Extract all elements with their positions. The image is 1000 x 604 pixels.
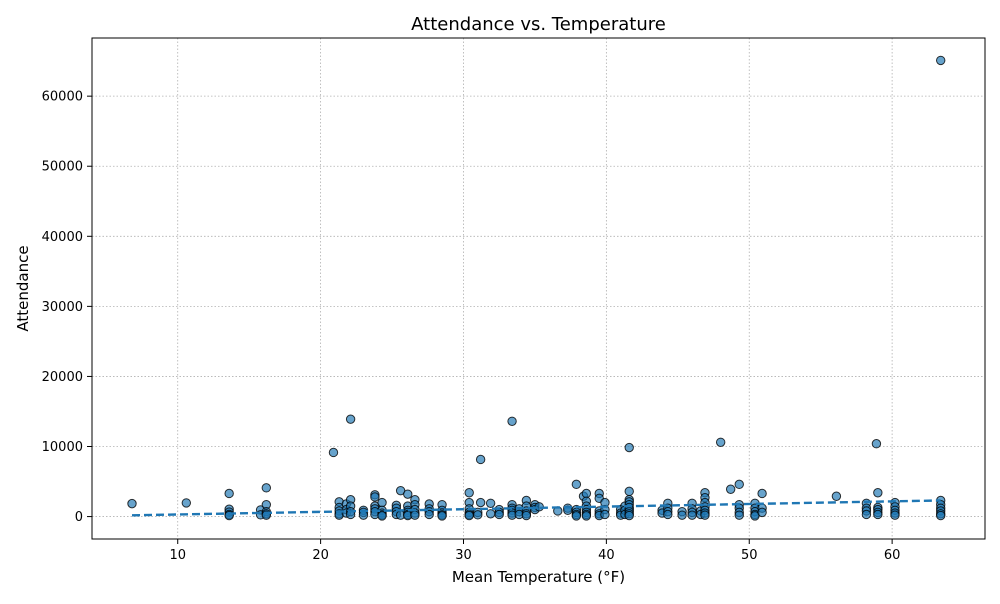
axis-ticks: 10 20 30 40 50 60 0 10000 20000 30000 40000 50000 60… [42, 90, 901, 563]
x-tick-label: 20 [312, 548, 329, 563]
data-point [224, 488, 234, 499]
y-tick-label: 20000 [42, 370, 83, 385]
y-tick-label: 10000 [42, 440, 83, 455]
y-axis-label: Attendance [14, 245, 32, 331]
data-point [437, 511, 447, 521]
data-point [410, 510, 420, 520]
data-point [624, 486, 634, 497]
x-tick-label: 10 [169, 548, 186, 563]
data-point [624, 442, 634, 453]
y-tick-label: 40000 [42, 230, 83, 245]
trend-line [131, 499, 941, 517]
x-tick-label: 40 [598, 548, 615, 563]
data-point [424, 509, 434, 520]
data-point [127, 498, 137, 509]
y-tick-label: 0 [75, 510, 83, 525]
data-point [328, 447, 339, 458]
x-axis-label: Mean Temperature (°F) [452, 568, 625, 586]
y-tick-label: 50000 [42, 160, 83, 175]
data-point [581, 511, 592, 521]
data-point [677, 510, 687, 520]
data-point [464, 510, 474, 521]
data-point [734, 510, 744, 520]
chart-title: Attendance vs. Temperature [411, 14, 666, 35]
y-tick-label: 30000 [42, 300, 83, 315]
data-point [370, 492, 380, 502]
data-point [700, 510, 710, 520]
data-point [181, 498, 192, 508]
x-tick-label: 50 [741, 548, 758, 563]
data-point [757, 488, 767, 499]
data-point [377, 511, 387, 521]
x-tick-label: 60 [884, 548, 901, 563]
data-point [485, 509, 496, 519]
data-point [521, 510, 532, 521]
data-point [734, 479, 744, 490]
data-point [663, 509, 673, 520]
data-point [873, 509, 883, 520]
data-point [936, 55, 946, 66]
data-point [871, 439, 882, 449]
plot-area-frame [91, 37, 986, 540]
data-point [485, 498, 496, 508]
data-point [861, 509, 872, 520]
data-point [715, 437, 726, 448]
data-point [936, 510, 946, 521]
data-point [345, 414, 356, 424]
data-point [687, 510, 697, 520]
data-point [890, 510, 900, 520]
data-point [571, 511, 582, 521]
data-point [403, 489, 413, 499]
y-tick-label: 60000 [42, 90, 83, 105]
data-point [600, 509, 610, 520]
data-point [757, 507, 767, 518]
x-tick-label: 30 [455, 548, 472, 563]
data-point [581, 488, 592, 499]
grid [92, 38, 985, 539]
trend-line-group [131, 499, 941, 517]
data-point [473, 510, 483, 520]
data-point [507, 416, 517, 426]
data-point [571, 479, 582, 490]
data-point [831, 491, 842, 501]
data-point [377, 497, 387, 508]
data-point [725, 484, 736, 494]
data-point [475, 497, 486, 508]
data-point [624, 510, 634, 521]
data-point [475, 454, 486, 465]
data-point [464, 488, 474, 498]
data-point [873, 488, 883, 498]
data-point [261, 483, 272, 493]
data-point [494, 509, 504, 520]
